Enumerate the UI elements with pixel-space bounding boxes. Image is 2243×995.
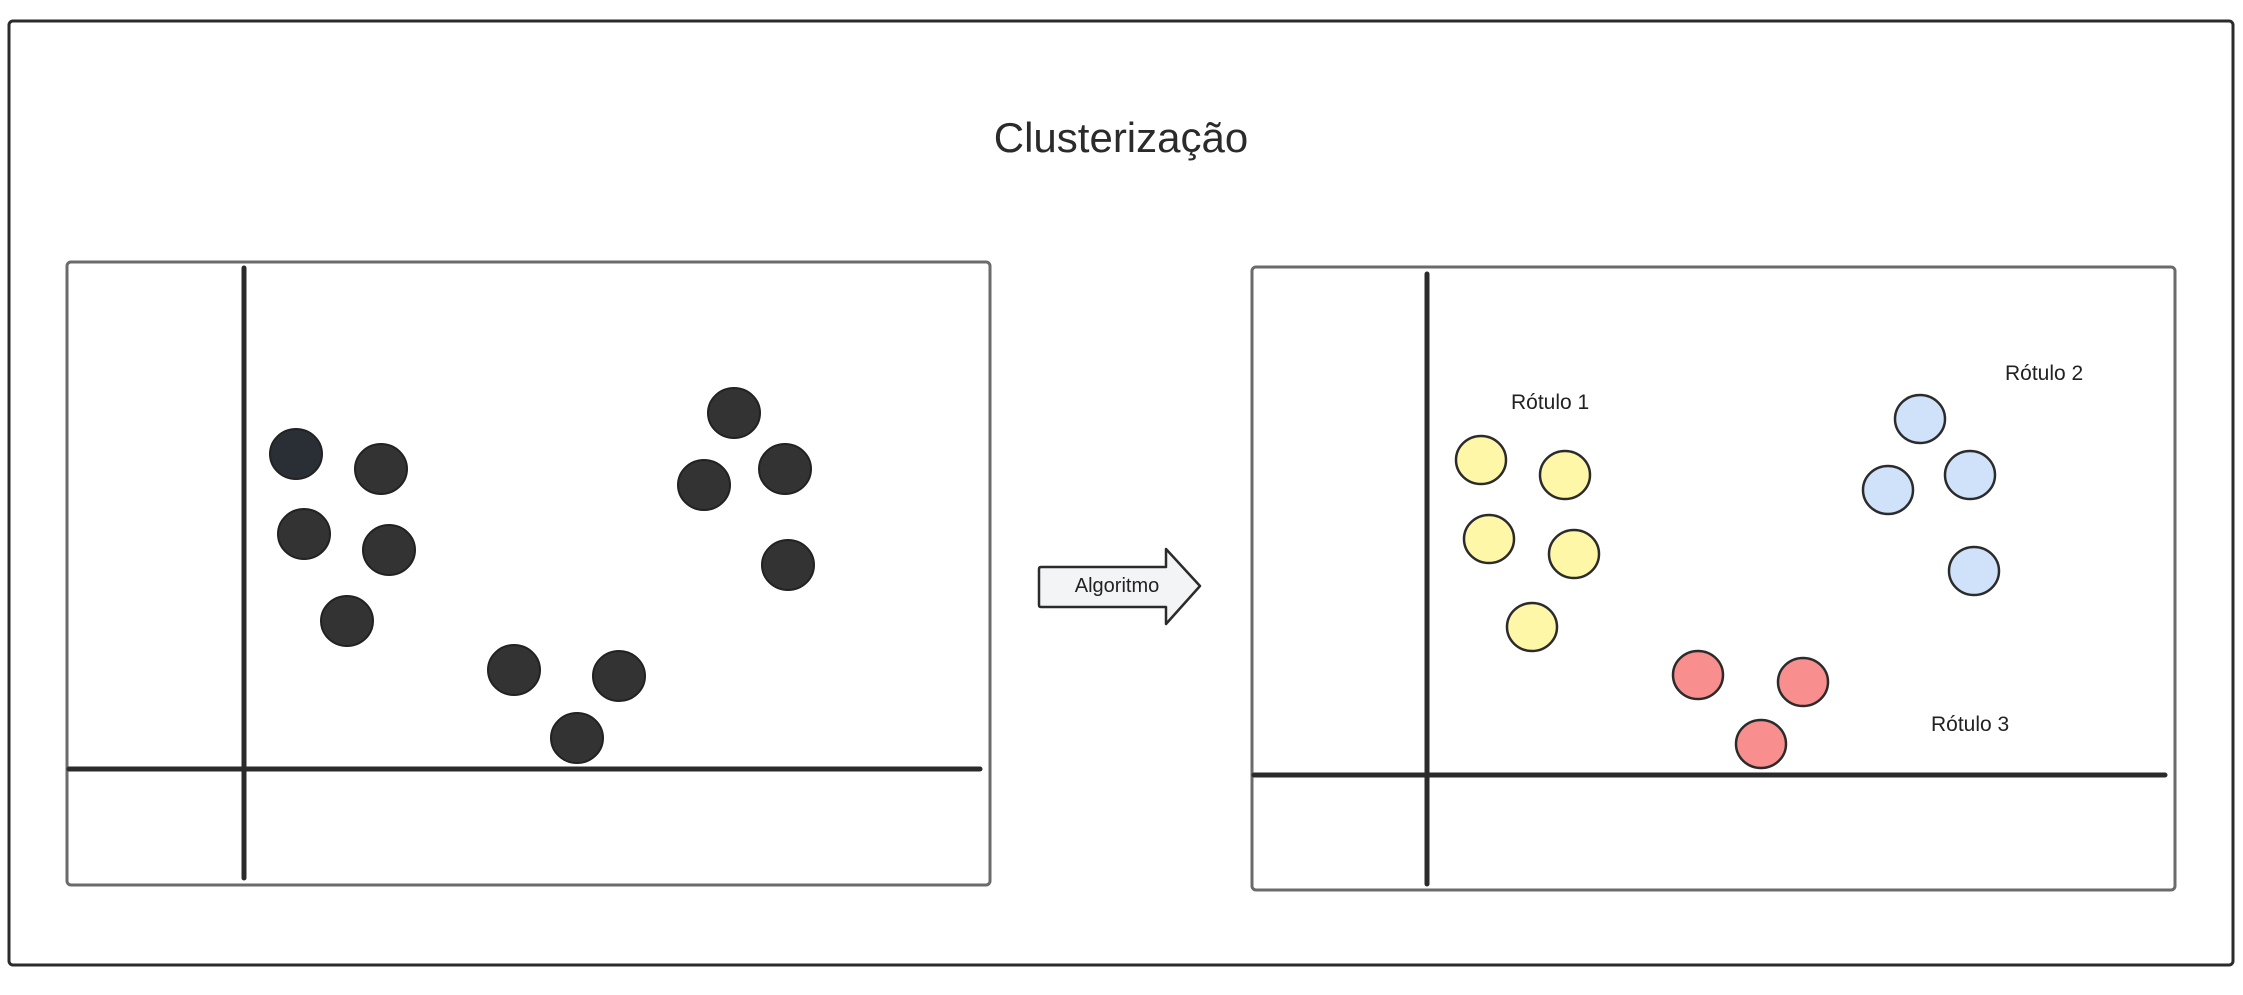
- cluster-label-3: Rótulo 3: [1931, 713, 2009, 736]
- cluster-1-point: [1462, 513, 1516, 565]
- cluster-2-point: [1943, 449, 1997, 501]
- cluster-2-point: [1861, 464, 1915, 516]
- diagram-title: Clusterização: [994, 114, 1248, 161]
- algorithm-arrow: Algoritmo: [1037, 547, 1202, 626]
- cluster-label-1: Rótulo 1: [1511, 391, 1589, 414]
- data-point: [758, 443, 812, 495]
- data-point: [277, 508, 331, 560]
- left-panel-frame: [65, 260, 992, 887]
- cluster-3-point: [1776, 656, 1830, 708]
- cluster-label-2: Rótulo 2: [2005, 362, 2083, 385]
- right-panel-frame: [1250, 265, 2177, 892]
- cluster-1-point: [1547, 528, 1601, 580]
- data-point: [487, 644, 541, 696]
- data-point: [592, 650, 646, 702]
- data-point: [362, 524, 416, 576]
- cluster-1-point: [1454, 434, 1508, 486]
- data-point: [269, 428, 323, 480]
- data-point: [550, 712, 604, 764]
- data-point: [677, 459, 731, 511]
- arrow-shape: [1037, 547, 1202, 626]
- left-panel: [65, 260, 992, 887]
- cluster-3-point: [1734, 718, 1788, 770]
- cluster-1-point: [1505, 601, 1559, 653]
- data-point: [354, 443, 408, 495]
- cluster-3-points: [1671, 649, 1830, 770]
- data-point: [707, 387, 761, 439]
- data-point: [320, 595, 374, 647]
- cluster-1-points: [1454, 434, 1601, 653]
- unlabeled-points: [269, 387, 815, 764]
- cluster-2-point: [1947, 545, 2001, 597]
- cluster-1-point: [1538, 449, 1592, 501]
- cluster-3-point: [1671, 649, 1725, 701]
- cluster-2-point: [1893, 393, 1947, 445]
- data-point: [761, 539, 815, 591]
- arrow-label: Algoritmo: [1075, 575, 1159, 597]
- right-panel: Rótulo 1 Rótulo 2 Rótulo 3: [1250, 265, 2177, 892]
- cluster-2-points: [1861, 393, 2001, 597]
